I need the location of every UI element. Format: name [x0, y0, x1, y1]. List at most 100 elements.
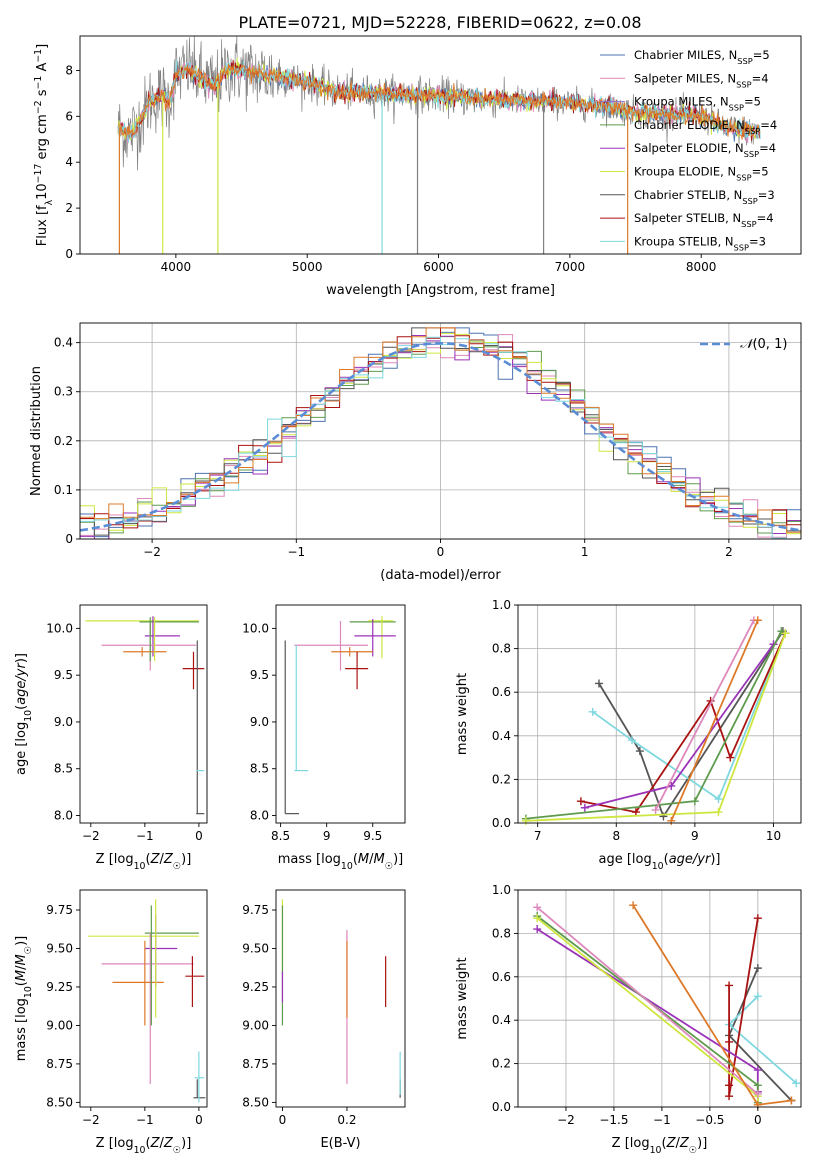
- residual-histogram: [80, 327, 801, 536]
- axes-frame: [517, 889, 802, 1108]
- x-tick-label: 6000: [423, 260, 454, 274]
- x-tick-label: 0: [195, 829, 203, 843]
- plot-area: [284, 616, 396, 815]
- y-tick-label: 9.00: [46, 1018, 73, 1032]
- x-axis-label: wavelength [Angstrom, rest frame]: [326, 283, 555, 298]
- series-marker: [714, 808, 723, 817]
- y-tick-label: 9.0: [250, 715, 269, 729]
- series-marker: [753, 1089, 762, 1098]
- x-tick-label: 9.5: [363, 829, 382, 843]
- series-line: [670, 619, 759, 822]
- legend-label: Chabrier STELIB, NSSP=3: [634, 188, 775, 206]
- panel-spectrum: 4000 5000 6000 7000 8000 0 2 4 6 8 wavelength [Ang…: [33, 35, 802, 298]
- y-tick-label: 0.8: [492, 926, 511, 940]
- y-axis-label: Flux [fλ10−17 erg cm−2 s−1 A−1]: [33, 44, 55, 246]
- x-tick-label: −1.5: [599, 1113, 628, 1127]
- panel-mass-vs-ebv: 0 0.2 8.50 8.75 9.00 9.25 9.50 9.75 E(B-V): [242, 889, 406, 1151]
- y-tick-label: 9.00: [242, 1018, 269, 1032]
- x-tick-label: −2: [82, 1113, 100, 1127]
- y-tick-label: 10.0: [242, 621, 269, 635]
- y-axis-label: Normed distribution: [29, 366, 44, 496]
- x-axis-label: E(B-V): [320, 1136, 360, 1151]
- panel-mass-weight-vs-age: 7 8 9 10 0.0 0.2 0.4 0.6 0.8 1.0 age [log10(age/yr…: [455, 598, 802, 872]
- legend-label: Kroupa MILES, NSSP=5: [634, 95, 761, 113]
- y-tick-label: 0.0: [492, 1100, 511, 1114]
- y-tick-label: 8.0: [54, 809, 73, 823]
- x-tick-label: 5000: [292, 260, 323, 274]
- y-tick-label: 8: [65, 63, 73, 77]
- plot-area: [79, 327, 802, 540]
- series-marker: [588, 707, 597, 716]
- series-marker: [533, 914, 542, 923]
- x-tick-label: −2: [82, 829, 100, 843]
- y-tick-label: 9.75: [242, 903, 269, 917]
- y-tick-label: 0.0: [492, 816, 511, 830]
- series-marker: [753, 992, 762, 1001]
- y-tick-label: 0.4: [54, 336, 73, 350]
- axes-frame: [275, 889, 406, 1108]
- y-tick-label: 0.6: [492, 685, 511, 699]
- x-tick-label: −2: [557, 1113, 575, 1127]
- x-tick-label: 2: [725, 545, 733, 559]
- x-tick-label: 0: [437, 545, 445, 559]
- y-tick-label: 10.0: [46, 621, 73, 635]
- series-line: [536, 928, 759, 1092]
- series-line: [536, 906, 759, 1095]
- y-tick-label: 8.75: [46, 1057, 73, 1071]
- x-tick-label: 0: [195, 1113, 203, 1127]
- y-tick-label: 0.2: [54, 434, 73, 448]
- series-marker: [781, 629, 790, 638]
- y-tick-label: 8.75: [242, 1057, 269, 1071]
- series-marker: [726, 753, 735, 762]
- x-axis-label: Z [log10(Z/Z☉)]: [96, 1136, 192, 1156]
- x-tick-label: 8: [612, 829, 620, 843]
- y-tick-label: 9.5: [250, 668, 269, 682]
- y-tick-label: 9.25: [46, 980, 73, 994]
- y-tick-label: 0.2: [492, 1057, 511, 1071]
- x-tick-label: 10: [766, 829, 781, 843]
- y-tick-label: 8.50: [242, 1095, 269, 1109]
- y-tick-label: 8.0: [250, 809, 269, 823]
- y-tick-label: 2: [65, 201, 73, 215]
- legend-label: Kroupa STELIB, NSSP=3: [634, 234, 766, 252]
- x-tick-label: 7000: [555, 260, 586, 274]
- plot-area: [88, 899, 206, 1103]
- panel-age-vs-Z: −2 −1 0 8.0 8.5 9.0 9.5 10.0 Z [log10(Z/Z☉)] age …: [14, 604, 208, 872]
- series-marker: [753, 1066, 762, 1075]
- legend: Chabrier MILES, NSSP=5 Salpeter MILES, NS…: [600, 48, 777, 252]
- model-spectrum: [117, 59, 761, 141]
- x-axis-label: Z [log10(Z/Z☉)]: [612, 1136, 708, 1156]
- axes-frame: [79, 889, 208, 1108]
- legend-label: Kroupa ELODIE, NSSP=5: [634, 165, 769, 183]
- y-tick-label: 4: [65, 155, 73, 169]
- legend-label: Salpeter MILES, NSSP=4: [634, 71, 769, 89]
- series-marker: [690, 797, 699, 806]
- series-marker: [651, 805, 660, 814]
- x-tick-label: −1: [653, 1113, 671, 1127]
- series-marker: [753, 1081, 762, 1090]
- y-tick-label: 0.4: [492, 729, 511, 743]
- y-tick-label: 9.0: [54, 715, 73, 729]
- residual-histogram: [80, 336, 801, 540]
- y-tick-label: 8.5: [250, 762, 269, 776]
- x-tick-label: 0: [279, 1113, 287, 1127]
- x-tick-label: −0.5: [695, 1113, 724, 1127]
- x-tick-label: −1: [136, 1113, 154, 1127]
- y-tick-label: 9.50: [242, 941, 269, 955]
- x-tick-label: 7: [534, 829, 542, 843]
- y-tick-label: 0.8: [492, 642, 511, 656]
- plot-area: [521, 616, 790, 825]
- panel-residuals: −2 −1 0 1 2 0 0.1 0.2 0.3 0.4 (data-model)/error No…: [29, 322, 802, 583]
- y-axis-label: age [log10(age/yr)]: [14, 653, 34, 775]
- series-marker: [792, 1079, 801, 1088]
- legend-label: Chabrier ELODIE, NSSP=4: [634, 118, 777, 136]
- axes-frame: [79, 35, 802, 255]
- x-axis-label: mass [log10(M/M☉)]: [278, 852, 404, 872]
- series-marker: [635, 747, 644, 756]
- series-marker: [533, 903, 542, 912]
- y-tick-label: 9.5: [54, 668, 73, 682]
- x-tick-label: 0: [754, 1113, 762, 1127]
- series-line: [728, 918, 759, 1097]
- y-tick-label: 6: [65, 109, 73, 123]
- y-tick-label: 0: [65, 247, 73, 261]
